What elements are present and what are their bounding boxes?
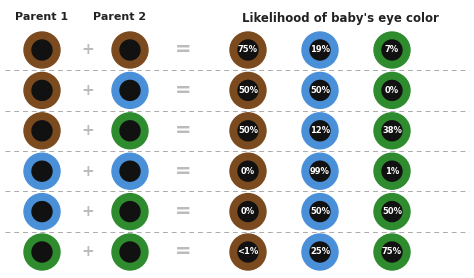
Text: 7%: 7% (385, 46, 399, 54)
Circle shape (302, 72, 338, 108)
Text: +: + (82, 83, 94, 98)
Text: =: = (175, 121, 191, 140)
Text: 12%: 12% (310, 126, 330, 135)
Circle shape (32, 161, 52, 181)
Text: Parent 2: Parent 2 (93, 12, 146, 22)
Circle shape (120, 242, 140, 262)
Circle shape (374, 72, 410, 108)
Circle shape (112, 193, 148, 230)
Circle shape (32, 80, 52, 100)
Circle shape (24, 234, 60, 270)
Text: +: + (82, 43, 94, 58)
Text: =: = (175, 41, 191, 59)
Text: 50%: 50% (382, 207, 402, 216)
Text: 50%: 50% (238, 86, 258, 95)
Circle shape (32, 242, 52, 262)
Text: 75%: 75% (382, 247, 402, 257)
Circle shape (112, 113, 148, 149)
Circle shape (382, 40, 402, 60)
Circle shape (374, 234, 410, 270)
Text: 38%: 38% (382, 126, 402, 135)
Circle shape (238, 80, 258, 100)
Text: =: = (175, 202, 191, 221)
Circle shape (112, 72, 148, 108)
Circle shape (238, 40, 258, 60)
Circle shape (120, 40, 140, 60)
Circle shape (120, 161, 140, 181)
Text: +: + (82, 164, 94, 179)
Circle shape (230, 234, 266, 270)
Circle shape (310, 80, 330, 100)
Text: 50%: 50% (310, 207, 330, 216)
Circle shape (120, 202, 140, 222)
Text: 0%: 0% (241, 167, 255, 176)
Text: +: + (82, 244, 94, 259)
Circle shape (32, 40, 52, 60)
Circle shape (310, 40, 330, 60)
Text: +: + (82, 204, 94, 219)
Circle shape (32, 202, 52, 222)
Circle shape (24, 72, 60, 108)
Circle shape (374, 193, 410, 230)
Circle shape (302, 32, 338, 68)
Circle shape (24, 153, 60, 189)
Circle shape (302, 234, 338, 270)
Text: Parent 1: Parent 1 (16, 12, 69, 22)
Circle shape (310, 161, 330, 181)
Text: 0%: 0% (241, 207, 255, 216)
Circle shape (230, 32, 266, 68)
Circle shape (382, 161, 402, 181)
Text: Likelihood of baby's eye color: Likelihood of baby's eye color (242, 12, 438, 25)
Text: 99%: 99% (310, 167, 330, 176)
Circle shape (302, 153, 338, 189)
Circle shape (24, 32, 60, 68)
Text: +: + (82, 123, 94, 138)
Text: 50%: 50% (238, 126, 258, 135)
Circle shape (24, 113, 60, 149)
Text: 50%: 50% (310, 86, 330, 95)
Text: =: = (175, 162, 191, 181)
Circle shape (302, 193, 338, 230)
Circle shape (382, 121, 402, 141)
Circle shape (238, 242, 258, 262)
Text: 75%: 75% (238, 46, 258, 54)
Circle shape (382, 202, 402, 222)
Circle shape (230, 153, 266, 189)
Text: 1%: 1% (385, 167, 399, 176)
Circle shape (238, 202, 258, 222)
Text: =: = (175, 242, 191, 262)
Text: <1%: <1% (237, 247, 259, 257)
Circle shape (310, 242, 330, 262)
Circle shape (302, 113, 338, 149)
Text: 0%: 0% (385, 86, 399, 95)
Circle shape (32, 121, 52, 141)
Circle shape (310, 202, 330, 222)
Circle shape (374, 153, 410, 189)
Circle shape (310, 121, 330, 141)
Circle shape (230, 193, 266, 230)
Circle shape (238, 161, 258, 181)
Circle shape (120, 80, 140, 100)
Circle shape (230, 113, 266, 149)
Circle shape (374, 113, 410, 149)
Text: 19%: 19% (310, 46, 330, 54)
Text: 25%: 25% (310, 247, 330, 257)
Circle shape (230, 72, 266, 108)
Circle shape (382, 242, 402, 262)
Circle shape (112, 32, 148, 68)
Circle shape (382, 80, 402, 100)
Circle shape (238, 121, 258, 141)
Circle shape (24, 193, 60, 230)
Circle shape (112, 234, 148, 270)
Circle shape (120, 121, 140, 141)
Text: =: = (175, 81, 191, 100)
Circle shape (374, 32, 410, 68)
Circle shape (112, 153, 148, 189)
